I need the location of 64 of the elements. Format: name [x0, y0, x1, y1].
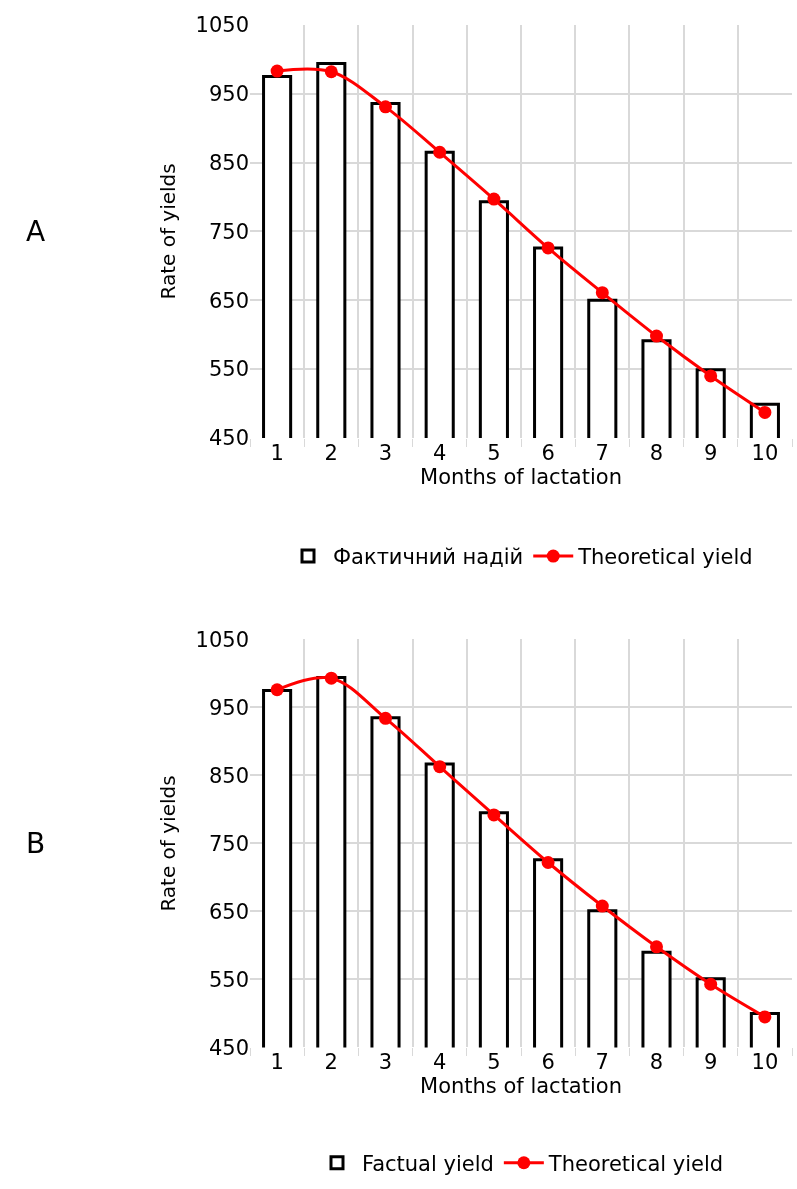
point	[595, 899, 609, 913]
x-tick-label: 4	[433, 440, 447, 465]
point	[541, 241, 555, 255]
point	[487, 192, 501, 206]
point	[704, 977, 718, 991]
point	[650, 940, 663, 954]
x-tick-label: 5	[487, 440, 501, 465]
point	[379, 711, 392, 725]
x-tick-label: 6	[541, 440, 555, 465]
x-tick-label: 3	[378, 1050, 393, 1075]
legend-label: Фактичний надій	[333, 545, 524, 570]
y-tick-label: 450	[208, 1035, 249, 1060]
x-tick-label: 8	[649, 440, 664, 465]
text: A	[26, 215, 46, 248]
x-tick-label: 6	[541, 1050, 555, 1075]
y-tick-label: 750	[208, 831, 249, 856]
y-tick-label: 750	[208, 219, 249, 244]
y-tick-label: 950	[208, 82, 249, 107]
legend-label: Theoretical yield	[577, 545, 753, 570]
point	[541, 856, 555, 870]
x-tick-label: 10	[751, 1050, 779, 1075]
point	[324, 671, 338, 685]
legend-label: Factual yield	[362, 1151, 494, 1176]
x-tick-label: 2	[324, 440, 338, 465]
y-tick-label: 450	[208, 426, 249, 451]
text: B	[26, 827, 46, 860]
x-tick-label: 9	[704, 440, 718, 465]
point	[270, 683, 284, 697]
x-tick-label: 8	[649, 1050, 664, 1075]
point	[650, 329, 663, 343]
x-tick-label: 1	[270, 440, 284, 465]
point	[704, 369, 718, 383]
point	[324, 65, 338, 79]
x-tick-label: 7	[595, 1050, 609, 1075]
y-tick-label: 850	[208, 763, 249, 788]
y-tick-label: 650	[208, 288, 249, 313]
y-tick-label: 650	[208, 899, 249, 924]
point	[433, 760, 447, 774]
point	[379, 100, 392, 114]
point	[487, 808, 501, 822]
y-tick-label: 950	[208, 695, 249, 720]
y-tick-label: 850	[208, 150, 249, 175]
point	[758, 1010, 772, 1024]
x-tick-label: 2	[324, 1050, 338, 1075]
point	[270, 64, 284, 78]
x-tick-label: 9	[704, 1050, 718, 1075]
point	[433, 145, 447, 159]
y-tick-label: 550	[208, 967, 249, 992]
x-axis-title: Months of lactation	[420, 1074, 622, 1099]
x-tick-label: 4	[433, 1050, 447, 1075]
y-tick-label: 550	[208, 357, 249, 382]
point	[595, 286, 609, 300]
point	[758, 405, 772, 419]
legend-label: Theoretical yield	[547, 1151, 724, 1176]
y-tick-label: 1050	[195, 627, 249, 652]
y-axis-title: Rate of yields	[156, 775, 181, 912]
y-tick-label: 1050	[195, 13, 249, 38]
x-tick-label: 7	[595, 440, 609, 465]
x-axis-title: Months of lactation	[420, 464, 622, 489]
x-tick-label: 1	[270, 1050, 284, 1075]
x-tick-label: 5	[487, 1050, 501, 1075]
y-axis-title: Rate of yields	[156, 163, 181, 300]
x-tick-label: 10	[751, 440, 779, 465]
x-tick-label: 3	[378, 440, 393, 465]
